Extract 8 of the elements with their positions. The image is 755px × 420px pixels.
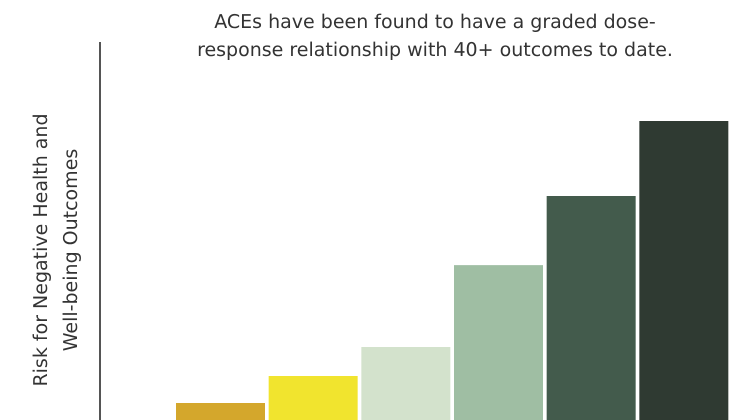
bar (176, 402, 265, 420)
bar (639, 121, 728, 420)
bar (546, 196, 636, 420)
bar (268, 376, 358, 420)
bar (454, 265, 543, 420)
y-axis-title: Risk for Negative Health and Well-being Outcomes (29, 112, 83, 389)
chart-title: ACEs have been found to have a graded dose-response relationship with 40+ outcomes to date. (196, 10, 674, 63)
bar (361, 347, 450, 420)
